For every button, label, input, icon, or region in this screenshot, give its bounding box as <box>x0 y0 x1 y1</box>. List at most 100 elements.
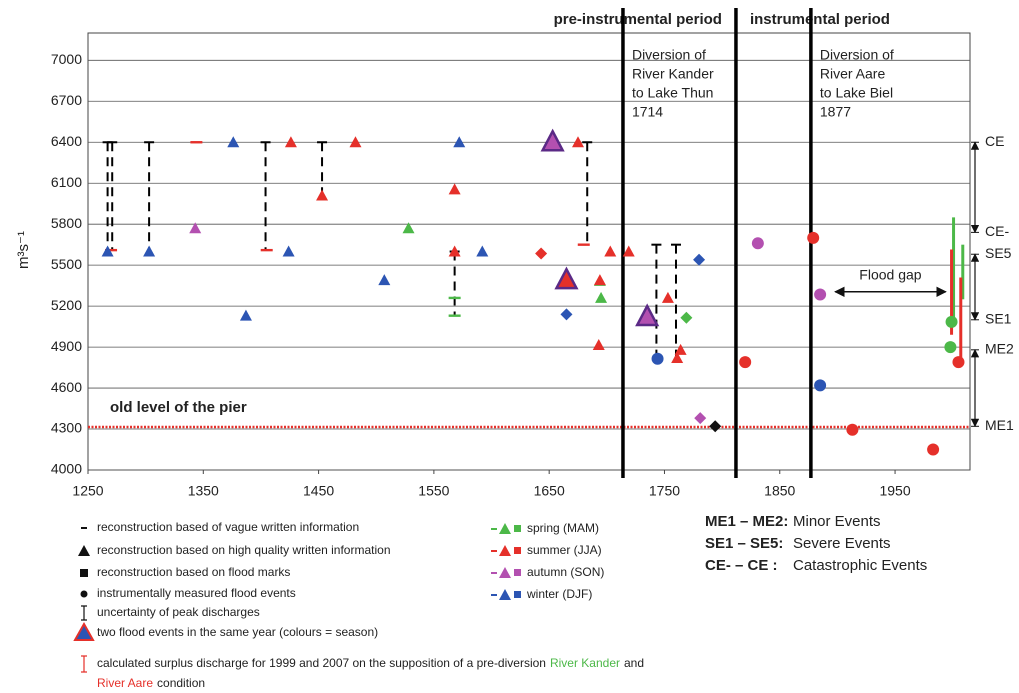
class-legend-text: Severe Events <box>793 535 891 552</box>
legend-label: reconstruction based on flood marks <box>97 565 290 579</box>
x-tick-label: 1650 <box>534 483 565 499</box>
diversion-label: Diversion of <box>632 47 706 63</box>
legend-note-part: River Aare <box>97 676 153 690</box>
y-tick-label: 4300 <box>51 420 82 436</box>
legend-label: summer (JJA) <box>527 543 602 557</box>
legend-symbol <box>491 550 497 552</box>
marker-triangle <box>448 183 461 195</box>
marker-triangle <box>143 245 156 257</box>
legend-symbol <box>81 655 87 673</box>
legend-label: instrumentally measured flood events <box>97 586 296 600</box>
diversion-label: Diversion of <box>820 47 894 63</box>
marker-triangle <box>402 222 415 234</box>
marker-diamond <box>680 311 693 324</box>
x-tick-label: 1550 <box>418 483 449 499</box>
marker-circle <box>651 352 664 365</box>
class-label: CE- <box>985 223 1009 239</box>
legend-note-part: condition <box>157 676 205 690</box>
class-legend-code: CE- – CE : <box>705 557 778 574</box>
marker-circle <box>807 231 820 244</box>
class-label: ME2 <box>985 341 1014 357</box>
marker-triangle <box>453 136 466 148</box>
legend-symbol <box>73 621 95 641</box>
marker-circle <box>927 443 940 456</box>
marker-circle <box>751 237 764 250</box>
diversion-label: 1877 <box>820 104 851 120</box>
x-tick-label: 1750 <box>649 483 680 499</box>
legend-symbol <box>491 528 497 530</box>
marker-triangle <box>595 291 608 303</box>
legend-symbol <box>78 545 90 556</box>
x-tick-label: 1950 <box>879 483 910 499</box>
diversion-label: River Kander <box>632 66 714 82</box>
marker-triangle <box>284 136 297 148</box>
legend-label: uncertainty of peak discharges <box>97 605 260 619</box>
class-label: ME1 <box>985 417 1014 433</box>
legend-symbol <box>514 547 521 554</box>
legend-symbol <box>81 527 87 529</box>
legend-note-part: River Kander <box>550 656 620 670</box>
legend-symbol <box>514 525 521 532</box>
marker-triangle <box>499 567 511 578</box>
y-tick-label: 4600 <box>51 379 82 395</box>
marker-double-event <box>554 266 579 290</box>
marker-triangle <box>592 339 605 351</box>
legend-note-part: calculated surplus discharge for 1999 an… <box>97 656 546 670</box>
marker-triangle <box>593 274 606 286</box>
marker-dash <box>190 141 203 144</box>
y-tick-label: 4900 <box>51 338 82 354</box>
marker-triangle <box>604 245 617 257</box>
x-tick-label: 1350 <box>188 483 219 499</box>
class-label: CE <box>985 133 1004 149</box>
period-label: pre-instrumental period <box>554 11 722 28</box>
y-tick-label: 5500 <box>51 256 82 272</box>
marker-triangle <box>499 545 511 556</box>
marker-triangle <box>349 136 362 148</box>
marker-circle <box>945 315 958 328</box>
class-legend-text: Minor Events <box>793 513 881 530</box>
marker-dash <box>448 314 461 317</box>
marker-diamond <box>694 412 707 425</box>
class-legend-code: SE1 – SE5: <box>705 535 783 552</box>
marker-double-event <box>635 303 660 327</box>
marker-triangle <box>448 245 461 257</box>
legend-symbol <box>80 590 88 598</box>
marker-triangle <box>674 343 687 355</box>
marker-circle <box>846 423 859 436</box>
marker-circle <box>944 341 957 354</box>
class-legend-text: Catastrophic Events <box>793 557 927 574</box>
legend-symbol <box>491 572 497 574</box>
marker-circle <box>814 288 827 301</box>
legend-symbol <box>80 569 88 577</box>
legend-label: two flood events in the same year (colou… <box>97 625 378 639</box>
marker-triangle <box>239 309 252 321</box>
diversion-label: to Lake Thun <box>632 85 713 101</box>
marker-dash <box>105 248 118 252</box>
marker-triangle <box>476 245 489 257</box>
marker-dash <box>577 243 590 246</box>
y-tick-label: 7000 <box>51 51 82 67</box>
pier-label: old level of the pier <box>110 399 247 416</box>
y-tick-label: 5800 <box>51 215 82 231</box>
legend-note-part: and <box>624 656 644 670</box>
class-label: SE1 <box>985 310 1012 326</box>
y-tick-label: 6100 <box>51 174 82 190</box>
marker-triangle <box>316 189 329 201</box>
marker-diamond <box>535 247 548 260</box>
marker-triangle <box>572 136 584 148</box>
legend-symbol <box>514 569 521 576</box>
marker-triangle <box>227 136 240 148</box>
marker-triangle <box>101 245 114 257</box>
y-tick-label: 6700 <box>51 92 82 108</box>
marker-triangle <box>622 245 635 257</box>
flood-gap-label: Flood gap <box>859 266 921 282</box>
legend-label: reconstruction based of vague written in… <box>97 520 359 534</box>
legend-note: calculated surplus discharge for 1999 an… <box>97 656 644 690</box>
period-label: instrumental period <box>750 11 890 28</box>
diversion-label: River Aare <box>820 66 886 82</box>
marker-double-event <box>540 128 565 152</box>
y-tick-label: 5200 <box>51 297 82 313</box>
x-tick-label: 1450 <box>303 483 334 499</box>
x-tick-label: 1850 <box>764 483 795 499</box>
